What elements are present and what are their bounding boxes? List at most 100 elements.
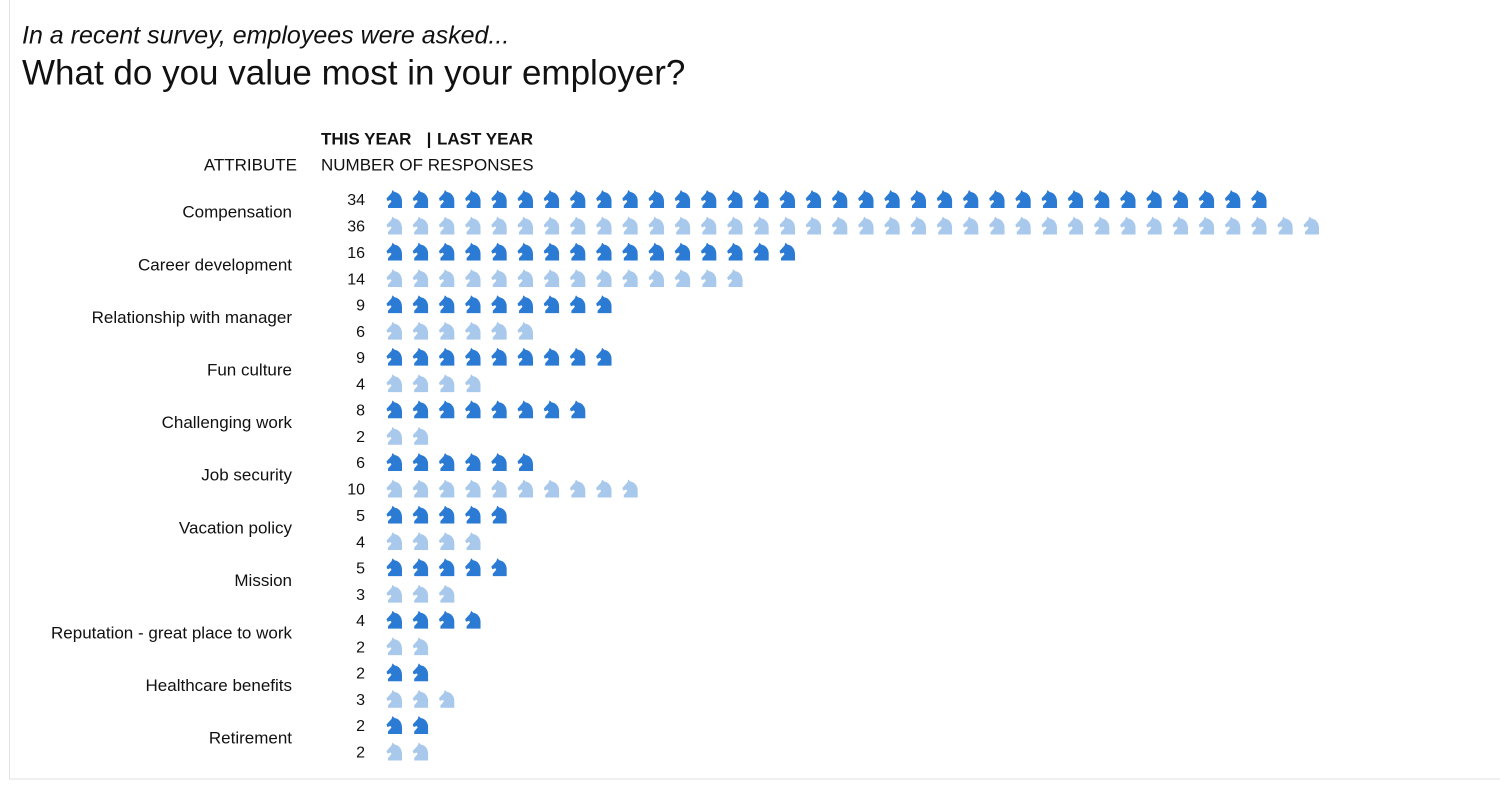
icon: [518, 217, 534, 235]
icon: [413, 190, 429, 208]
icon: [518, 453, 534, 471]
icon: [439, 453, 455, 471]
icon: [413, 532, 429, 550]
value-label: 3: [356, 692, 365, 709]
icon: [387, 663, 403, 681]
icon: [518, 348, 534, 366]
value-label: 36: [347, 219, 365, 236]
icon: [387, 217, 403, 235]
icon: [1251, 217, 1267, 235]
icon: [387, 611, 403, 629]
value-label: 2: [356, 640, 365, 657]
icon: [387, 690, 403, 708]
value-label: 14: [347, 271, 365, 288]
icon: [884, 217, 900, 235]
icon: [491, 348, 507, 366]
icon: [1120, 217, 1136, 235]
icon: [701, 269, 717, 287]
icon: [387, 400, 403, 418]
icon: [622, 217, 638, 235]
value-label: 6: [356, 324, 365, 341]
icon: [465, 374, 481, 392]
icon: [1173, 217, 1189, 235]
category-label: Reputation - great place to work: [51, 624, 292, 643]
icon: [465, 190, 481, 208]
icon: [413, 716, 429, 734]
icon: [570, 217, 586, 235]
icon: [413, 585, 429, 603]
icon: [413, 295, 429, 313]
icon: [465, 322, 481, 340]
icon: [439, 322, 455, 340]
icon: [491, 558, 507, 576]
value-label: 4: [356, 377, 365, 394]
icon: [439, 190, 455, 208]
icon: [465, 558, 481, 576]
icon: [387, 453, 403, 471]
icon: [596, 243, 612, 261]
value-label: 6: [356, 455, 365, 472]
icon: [989, 190, 1005, 208]
icon: [413, 663, 429, 681]
icon: [413, 611, 429, 629]
icon: [439, 374, 455, 392]
icon: [596, 269, 612, 287]
legend-separator: |: [427, 129, 432, 148]
value-label: 8: [356, 403, 365, 420]
icon: [518, 322, 534, 340]
icon: [387, 322, 403, 340]
value-label: 2: [356, 429, 365, 446]
category-label: Relationship with manager: [92, 308, 293, 327]
icon: [963, 217, 979, 235]
icon: [387, 743, 403, 761]
icon: [413, 400, 429, 418]
icon: [1146, 217, 1162, 235]
icon: [858, 190, 874, 208]
icon: [989, 217, 1005, 235]
icon: [701, 190, 717, 208]
category-label: Job security: [201, 466, 292, 485]
icon: [413, 637, 429, 655]
icon: [937, 217, 953, 235]
icon: [439, 506, 455, 524]
icon: [518, 190, 534, 208]
icon: [544, 269, 560, 287]
icon: [544, 400, 560, 418]
icon: [491, 453, 507, 471]
icon: [596, 190, 612, 208]
icon: [649, 190, 665, 208]
icon: [596, 348, 612, 366]
icon: [1251, 190, 1267, 208]
value-label: 2: [356, 718, 365, 735]
icon: [622, 243, 638, 261]
value-label: 4: [356, 534, 365, 551]
subtitle: In a recent survey, employees were asked…: [22, 22, 509, 50]
icon: [439, 400, 455, 418]
icon: [413, 348, 429, 366]
category-label: Healthcare benefits: [146, 676, 292, 695]
category-label: Career development: [138, 255, 292, 274]
icon: [596, 480, 612, 498]
icon: [491, 269, 507, 287]
icon: [387, 269, 403, 287]
value-label: 10: [347, 482, 365, 499]
icon: [753, 243, 769, 261]
icon: [596, 295, 612, 313]
icon: [727, 217, 743, 235]
icon: [387, 716, 403, 734]
icon: [701, 217, 717, 235]
icon: [413, 217, 429, 235]
icon: [491, 506, 507, 524]
icon: [570, 269, 586, 287]
icon: [1042, 217, 1058, 235]
icon: [1094, 190, 1110, 208]
icon: [675, 269, 691, 287]
title: What do you value most in your employer?: [22, 53, 685, 92]
icon: [518, 243, 534, 261]
icon: [491, 322, 507, 340]
value-header: NUMBER OF RESPONSES: [321, 155, 534, 174]
icon: [518, 269, 534, 287]
icon: [780, 243, 796, 261]
value-label: 3: [356, 587, 365, 604]
